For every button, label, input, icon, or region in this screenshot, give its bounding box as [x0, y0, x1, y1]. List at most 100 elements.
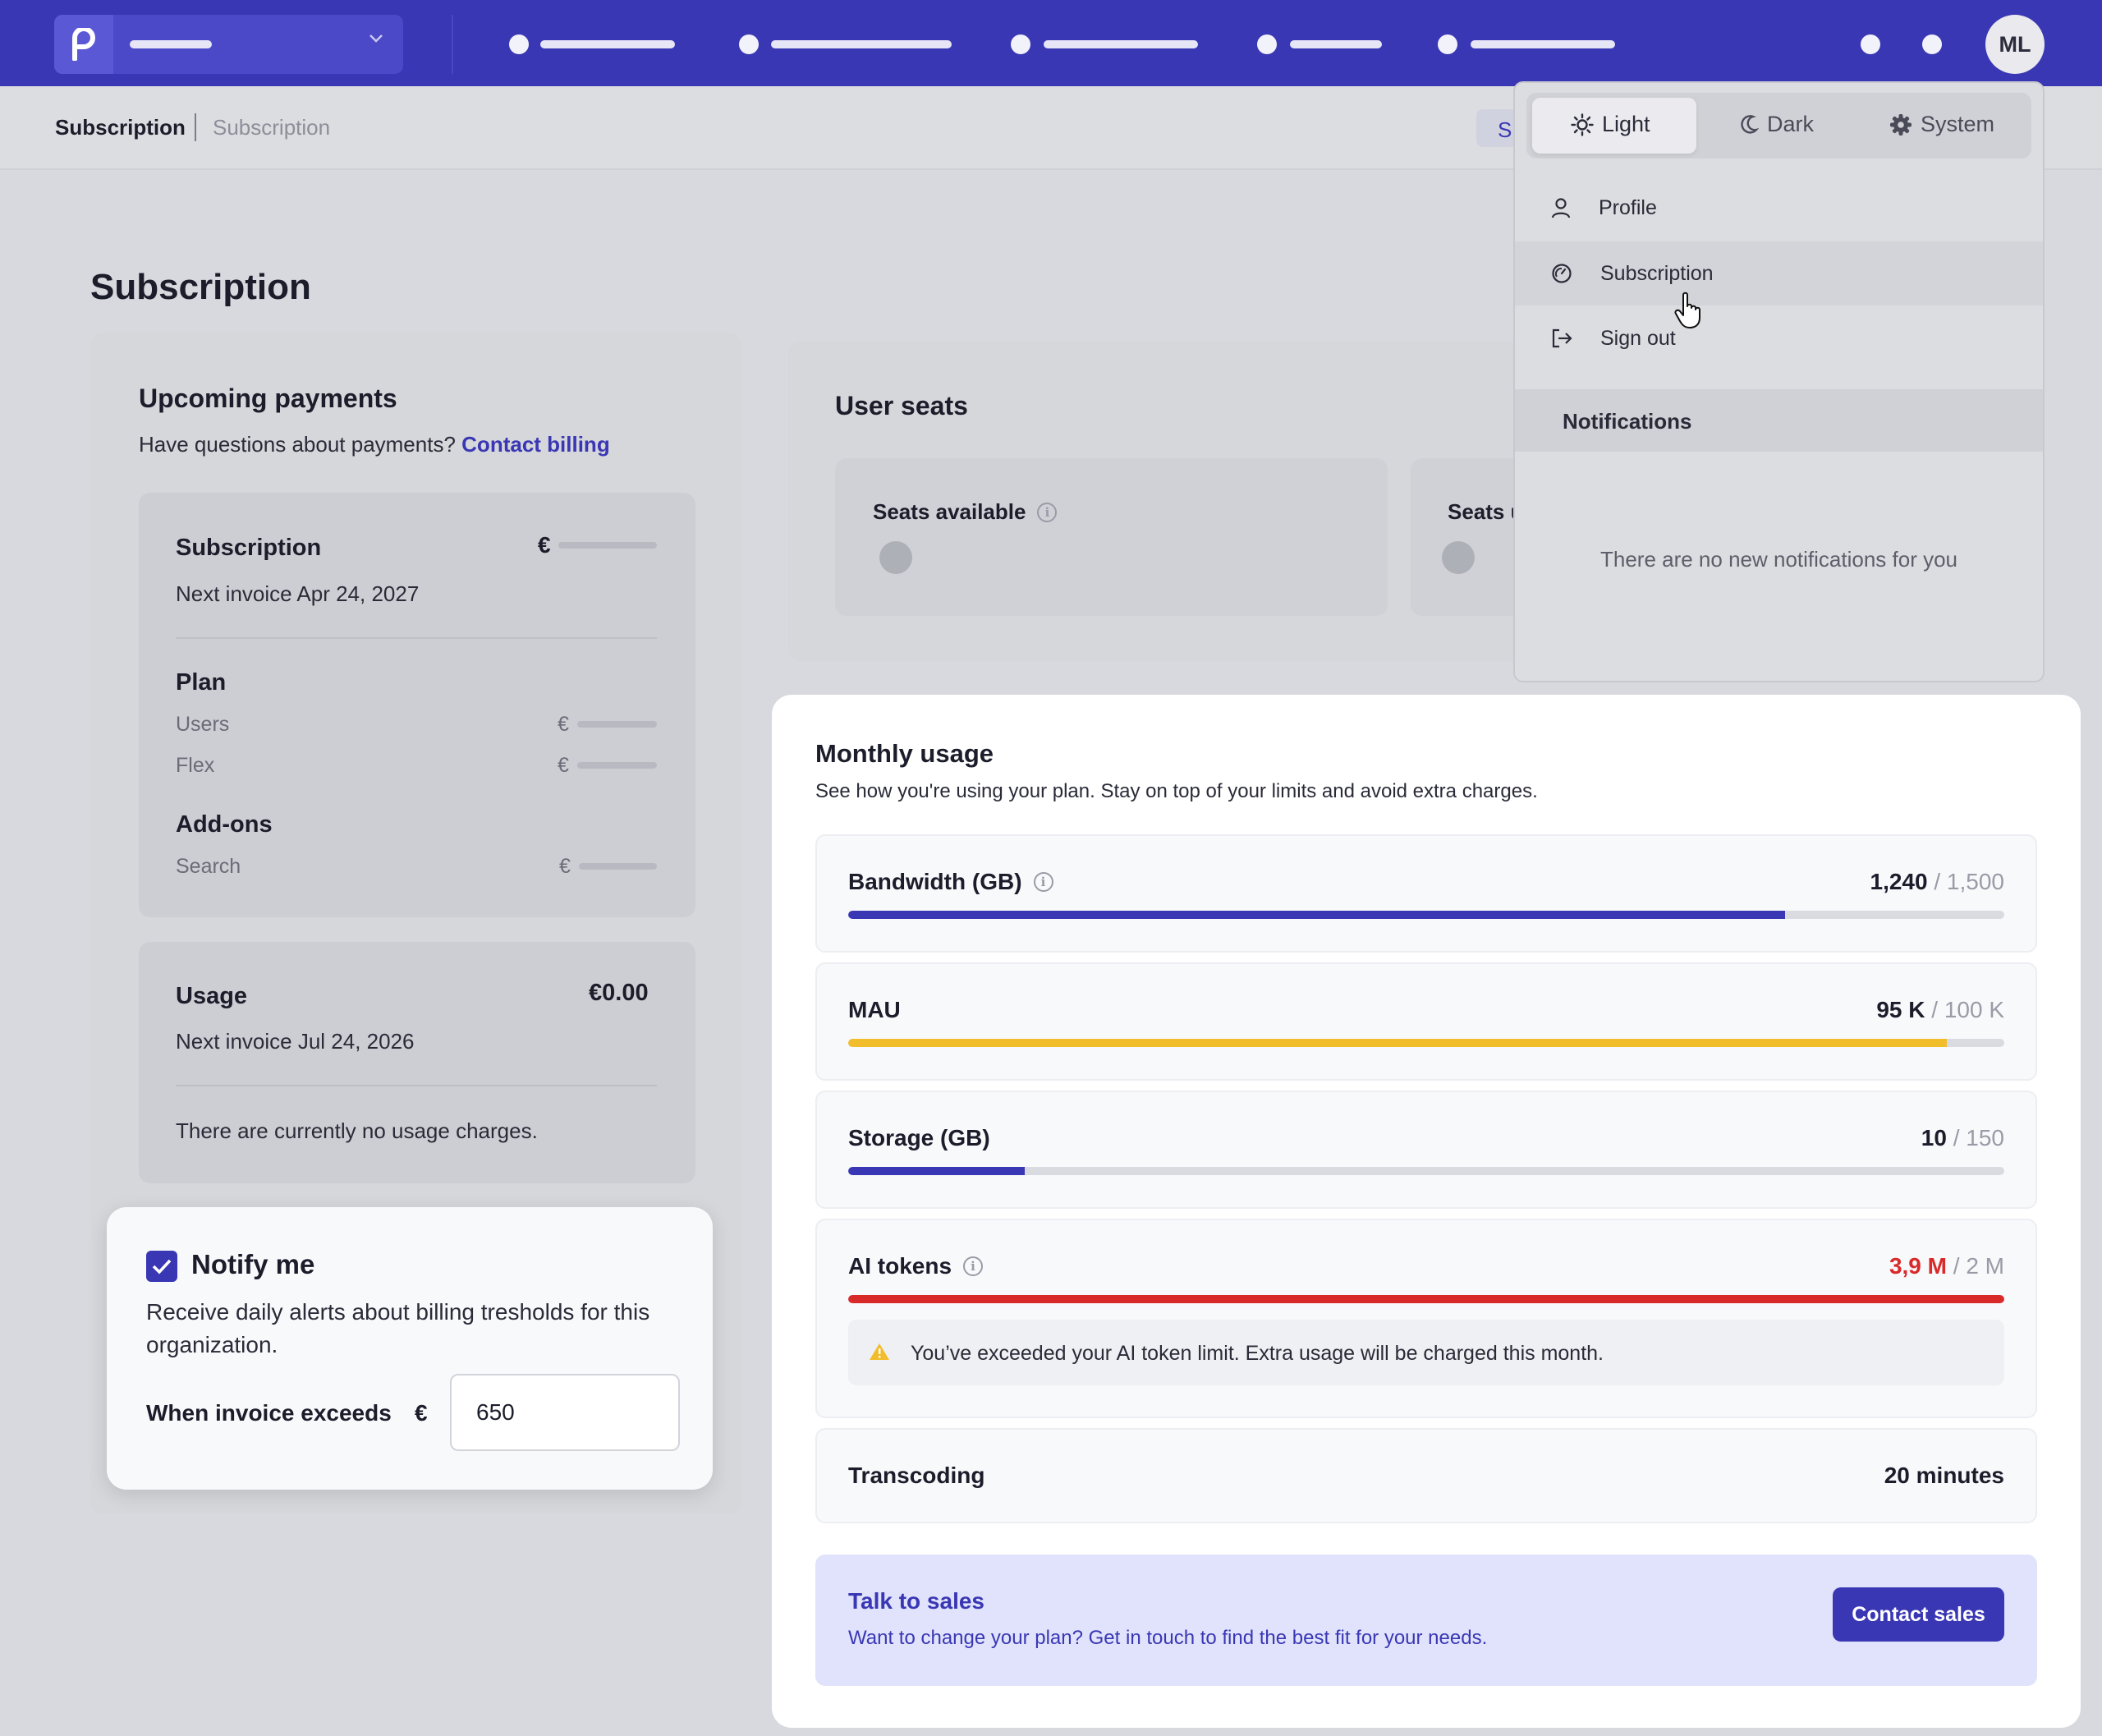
ai-tokens-value-wrap: 3,9 M / 2 M — [1676, 1253, 2004, 1279]
threshold-input[interactable] — [450, 1374, 680, 1451]
monthly-usage-subtitle: See how you're using your plan. Stay on … — [815, 780, 1538, 802]
nav-item-3-icon[interactable] — [1011, 34, 1030, 54]
menu-item-sign-out-label[interactable]: Sign out — [1600, 326, 1676, 350]
storage-progress-fill — [848, 1167, 1026, 1175]
moon-icon — [1741, 114, 1759, 134]
mau-label: MAU — [848, 997, 901, 1022]
bandwidth-progress-fill — [848, 911, 1786, 919]
addon-item-search-currency: € — [559, 855, 571, 878]
menu-item-subscription[interactable]: Subscription — [1515, 241, 2043, 305]
breadcrumb-current: Subscription — [55, 115, 186, 140]
gear-icon — [1890, 113, 1912, 135]
ai-tokens-warning — [848, 1320, 2004, 1385]
nav-item-3-label[interactable] — [1044, 40, 1198, 48]
menu-item-profile[interactable]: Profile — [1515, 176, 2043, 240]
notifications-empty-state: There are no new notifications for you — [1599, 547, 1958, 572]
bandwidth-value-wrap: 1,240 / 1,500 — [1676, 869, 2005, 895]
usage-note: There are currently no usage charges. — [176, 1118, 538, 1143]
threshold-label: When invoice exceeds — [146, 1400, 392, 1426]
plan-item-users-currency: € — [558, 713, 569, 736]
info-icon[interactable]: i — [1037, 502, 1058, 522]
notifications-title: Notifications — [1515, 389, 2043, 452]
ai-tokens-value: 3,9 M — [1889, 1253, 1947, 1279]
seats-available-value-placeholder — [879, 541, 912, 574]
bandwidth-label: Bandwidth (GB) — [848, 869, 1022, 894]
ai-tokens-label: AI tokens — [848, 1253, 952, 1279]
usage-metric-bandwidth — [815, 834, 2037, 953]
nav-item-4-icon[interactable] — [1257, 34, 1277, 54]
addon-item-search: Search — [176, 855, 241, 878]
bandwidth-progress-bar — [848, 911, 2004, 919]
usage-breakdown — [139, 942, 695, 1183]
page-title: Subscription — [90, 267, 311, 307]
sales-text: Want to change your plan? Get in touch t… — [848, 1627, 1488, 1649]
theme-option-dark[interactable]: Dark — [1739, 112, 1814, 137]
usage-next-invoice: Next invoice Jul 24, 2026 — [176, 1029, 415, 1054]
bandwidth-limit: / 1,500 — [1934, 869, 2004, 894]
transcoding-value: 20 minutes — [1884, 1463, 2004, 1488]
workspace-name-placeholder — [130, 40, 212, 48]
menu-item-subscription-label[interactable]: Subscription — [1600, 261, 1714, 285]
mau-value-wrap: 95 K / 100 K — [1676, 997, 2004, 1023]
plan-item-flex-amount-placeholder — [577, 762, 657, 769]
menu-item-profile-label[interactable]: Profile — [1599, 195, 1657, 219]
theme-dark-label[interactable]: Dark — [1767, 112, 1815, 136]
plan-item-flex-currency: € — [558, 754, 569, 777]
monthly-usage-title: Monthly usage — [815, 739, 994, 768]
help-icon[interactable] — [1861, 34, 1880, 54]
nav-item-2-icon[interactable] — [739, 34, 759, 54]
theme-system-label[interactable]: System — [1921, 112, 1995, 136]
gauge-icon — [1552, 264, 1572, 283]
seats-available-label: Seats available — [873, 499, 1026, 524]
plan-title: Plan — [176, 669, 227, 696]
divider — [176, 1085, 657, 1086]
storage-value-wrap: 10 / 150 — [1676, 1125, 2004, 1151]
nav-item-1-icon[interactable] — [509, 34, 529, 54]
nav-item-1-label[interactable] — [540, 40, 675, 48]
contact-billing-link[interactable]: Contact billing — [461, 432, 610, 457]
theme-light-label[interactable]: Light — [1602, 112, 1650, 136]
mau-limit: / 100 K — [1931, 997, 2004, 1022]
chevron-down-icon — [368, 33, 384, 48]
theme-option-system[interactable]: System — [1889, 112, 1994, 137]
nav-item-5-icon[interactable] — [1438, 34, 1457, 54]
storage-limit: / 150 — [1953, 1125, 2004, 1150]
transcoding-label: Transcoding — [848, 1463, 985, 1488]
mau-value: 95 K — [1876, 997, 1925, 1022]
nav-item-4-label[interactable] — [1290, 40, 1382, 48]
addon-item-search-amount-placeholder — [579, 863, 657, 870]
avatar[interactable]: ML — [1985, 15, 2045, 74]
seats-available-header: Seats available i — [873, 499, 1058, 525]
info-icon[interactable]: i — [963, 1256, 984, 1276]
plan-item-users-amount-placeholder — [577, 721, 657, 728]
nav-item-5-label[interactable] — [1471, 40, 1615, 48]
ai-tokens-progress-fill — [848, 1295, 2004, 1303]
check-icon — [152, 1259, 172, 1274]
notify-checkbox[interactable] — [146, 1251, 177, 1282]
notification-bell-icon[interactable] — [1922, 34, 1942, 54]
sun-icon — [1571, 113, 1594, 136]
payments-question: Have questions about payments? Contact b… — [139, 432, 610, 457]
usage-metric-storage — [815, 1091, 2037, 1209]
upcoming-payments-title: Upcoming payments — [139, 383, 397, 413]
theme-option-light[interactable] — [1532, 98, 1696, 154]
threshold-currency: € — [415, 1400, 428, 1426]
usage-amount: €0.00 — [589, 980, 649, 1006]
profile-dropdown — [1513, 81, 2045, 682]
storage-value: 10 — [1921, 1125, 1947, 1150]
payments-question-text: Have questions about payments? — [139, 432, 456, 457]
usage-metric-mau — [815, 962, 2037, 1081]
nav-item-2-label[interactable] — [771, 40, 952, 48]
contact-sales-button[interactable]: Contact sales — [1833, 1587, 2004, 1642]
breadcrumb-sub[interactable]: Subscription — [213, 115, 331, 140]
sign-out-icon — [1552, 328, 1572, 348]
ai-tokens-warning-text: You’ve exceeded your AI token limit. Ext… — [911, 1342, 1604, 1365]
usage-metric-transcoding — [815, 1428, 2037, 1523]
nav-divider — [452, 15, 453, 74]
bandwidth-value: 1,240 — [1870, 869, 1928, 894]
plan-item-users: Users — [176, 713, 230, 736]
menu-item-sign-out[interactable]: Sign out — [1515, 306, 2043, 370]
info-icon[interactable]: i — [1033, 872, 1053, 892]
subscription-label: Subscription — [176, 535, 322, 561]
subscription-next-invoice: Next invoice Apr 24, 2027 — [176, 581, 420, 606]
